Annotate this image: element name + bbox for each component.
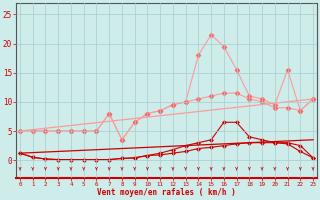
X-axis label: Vent moyen/en rafales ( km/h ): Vent moyen/en rafales ( km/h ) bbox=[97, 188, 236, 197]
